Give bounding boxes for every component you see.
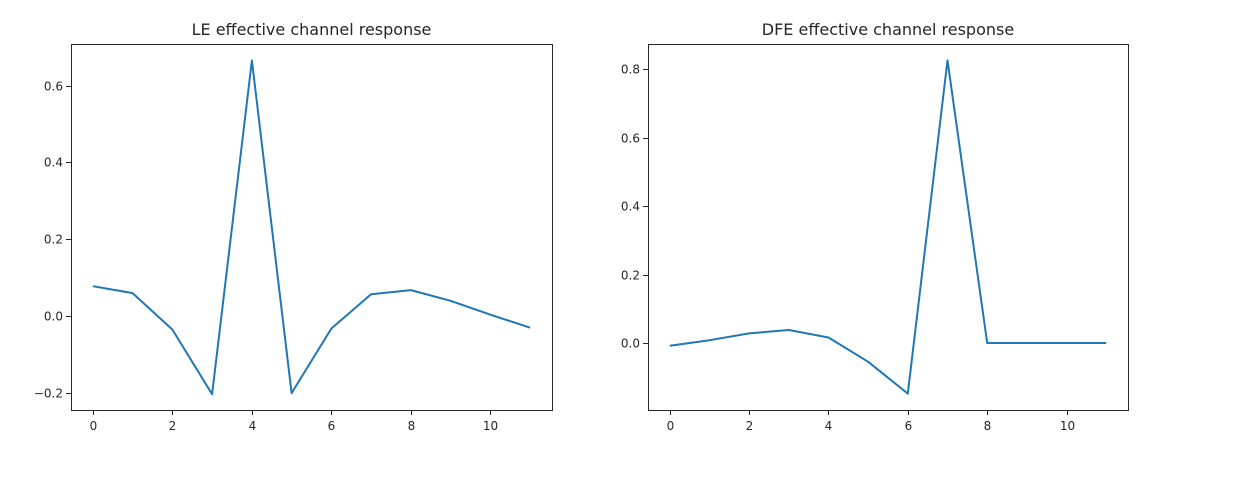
dfe-y-tick-label: 0.4 (621, 200, 640, 214)
dfe-x-tick-label: 4 (825, 419, 833, 433)
dfe-ticks: 0 2 4 6 8 10 0.0 0.2 0.4 0.6 0.8 (621, 63, 1075, 434)
dfe-series-line (669, 59, 1107, 395)
le-chart-title: LE effective channel response (192, 20, 432, 39)
le-y-tick-label: 0.6 (44, 80, 63, 94)
le-y-tick-label: −0.2 (34, 387, 63, 401)
dfe-x-tick-label: 0 (667, 419, 675, 433)
dfe-y-tick-label: 0.6 (621, 132, 640, 146)
dfe-axes-frame (648, 44, 1129, 411)
le-y-tick-label: 0.4 (44, 156, 63, 170)
dfe-x-tick-label: 8 (984, 419, 992, 433)
le-series-line (92, 59, 531, 396)
le-x-tick-label: 6 (328, 419, 336, 433)
dfe-y-tick-label: 0.8 (621, 63, 640, 77)
dfe-x-tick-label: 6 (905, 419, 913, 433)
le-y-tick-label: 0.2 (44, 233, 63, 247)
le-x-tick-label: 4 (249, 419, 257, 433)
le-x-tick-label: 2 (169, 419, 177, 433)
le-y-tick-label: 0.0 (44, 310, 63, 324)
dfe-chart-title: DFE effective channel response (762, 20, 1014, 39)
le-x-tick-label: 10 (483, 419, 498, 433)
dfe-chart: DFE effective channel response 0 2 4 6 8 10 0.… (621, 20, 1129, 433)
dfe-x-tick-label: 2 (746, 419, 754, 433)
le-chart: LE effective channel response 0 2 4 6 8 10 −0.… (34, 20, 553, 433)
dfe-x-tick-label: 10 (1060, 419, 1075, 433)
le-axes-frame (71, 44, 553, 411)
le-x-tick-label: 8 (408, 419, 416, 433)
le-ticks: 0 2 4 6 8 10 −0.2 0.0 0.2 0.4 0.6 (34, 80, 498, 434)
dfe-y-tick-label: 0.2 (621, 269, 640, 283)
dfe-y-tick-label: 0.0 (621, 337, 640, 351)
le-x-tick-label: 0 (90, 419, 98, 433)
